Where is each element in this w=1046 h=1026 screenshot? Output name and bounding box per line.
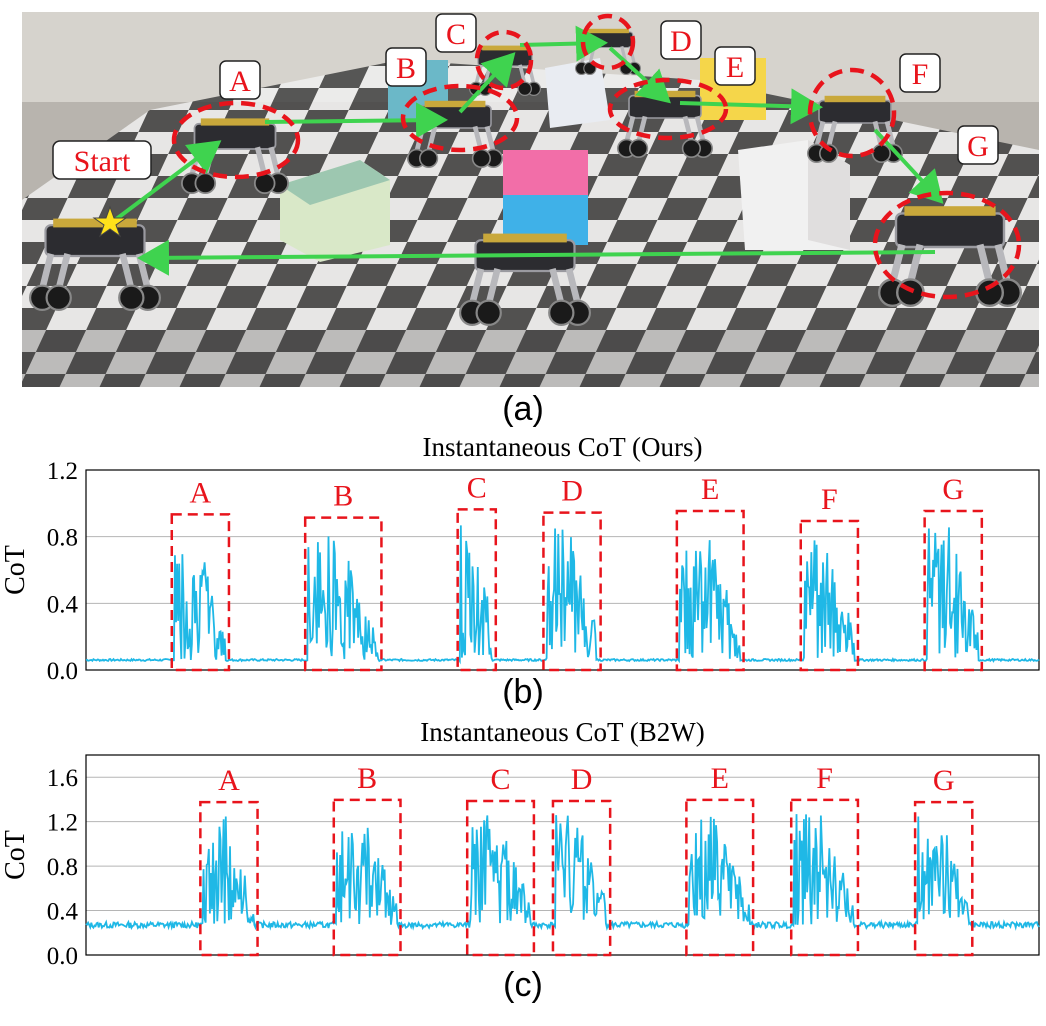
y-tick-label: 0.8 [47,854,78,881]
caption-a: (a) [502,390,544,428]
y-axis-label: CoT [0,545,31,595]
quadruped-robot-icon [806,95,904,164]
segment-box-b [303,516,383,672]
segment-label-d: D [561,475,583,508]
y-tick-label: 0.4 [47,591,79,618]
segment-box-c [456,508,498,672]
segment-box-e [685,798,755,957]
segment-label-d: D [571,763,593,796]
chart-ours: 0.0 0.4 0.8 1.2 Instantaneous CoT (Ours) CoT A… [0,432,1040,685]
waypoint-label-box [899,53,941,93]
waypoint-label-box [385,47,427,87]
foam-cube-icon [738,140,850,250]
waypoint-labels: Start [52,140,152,180]
plot-frame [85,469,1040,671]
y-tick-label: 0.8 [47,525,78,552]
y-tick-label: 0.0 [47,658,78,685]
chart-b2w: 0.0 0.4 0.8 1.2 1.6 Instantaneous CoT (B2W) Co… [0,717,1040,970]
waypoint-label-a: A [229,65,251,98]
waypoint-label-box [660,20,702,60]
floor-shadow [22,330,1039,387]
segment-label-c: C [467,471,487,504]
segment-label-b: B [333,480,353,513]
segment-label-e: E [711,762,729,795]
segment-box-b [332,798,402,957]
segment-label-f: F [816,762,833,795]
foam-cube-icon [280,160,390,262]
segment-box-g [923,509,984,672]
waypoint-label-box [714,46,756,86]
segment-box-g [913,800,974,957]
start-marker-icon [92,205,128,238]
cot-series-line [85,814,1040,931]
y-tick-label: 0.4 [47,899,79,926]
segment-box-f [799,519,860,672]
quadruped-robot-icon [406,100,504,169]
segment-label-b: B [357,762,377,795]
segment-box-a [170,513,231,672]
chart-title: Instantaneous CoT (Ours) [423,432,703,462]
start-label: Start [74,145,131,178]
segment-box-c [465,799,536,957]
waypoint-label-f: F [912,58,929,91]
waypoint-circles [171,13,1022,300]
quadruped-robot-icon [616,90,714,159]
waypoint-label-c: C [446,18,466,51]
y-axis-label: CoT [0,830,31,880]
y-tick-label: 1.2 [47,458,78,485]
foam-cube-icon [503,150,588,245]
waypoint-label-e: E [726,51,744,84]
path-arrows [113,25,944,276]
segment-label-g: G [942,473,964,506]
y-tick-label: 1.6 [47,765,78,792]
segment-label-a: A [218,764,240,797]
segment-label-e: E [701,473,719,506]
caption-c: (c) [503,966,543,1004]
foam-cube-icon [545,58,610,128]
y-tick-label: 0.0 [47,943,78,970]
waypoint-label-b: B [396,52,416,85]
waypoint-label-d: D [670,25,692,58]
segment-box-d [542,511,602,672]
segment-label-c: C [491,763,511,796]
chart-title: Instantaneous CoT (B2W) [420,717,704,747]
segment-box-e [675,509,745,672]
waypoint-label-g: G [967,130,989,163]
waypoint-label-box [219,60,261,100]
caption-b: (b) [502,673,544,711]
waypoint-label-box [957,125,999,165]
segment-label-f: F [821,483,838,516]
segment-label-g: G [933,764,955,797]
segment-label-a: A [190,476,212,509]
quadruped-robot-icon [28,218,162,312]
waypoint-label-box [435,13,477,53]
cot-series-line [85,525,1040,665]
y-tick-label: 1.2 [47,810,78,837]
segment-box-a [199,800,259,957]
robot-photo: Start A BC D E F G [22,12,1039,387]
segment-box-f [789,798,860,957]
segment-box-d [551,799,612,957]
